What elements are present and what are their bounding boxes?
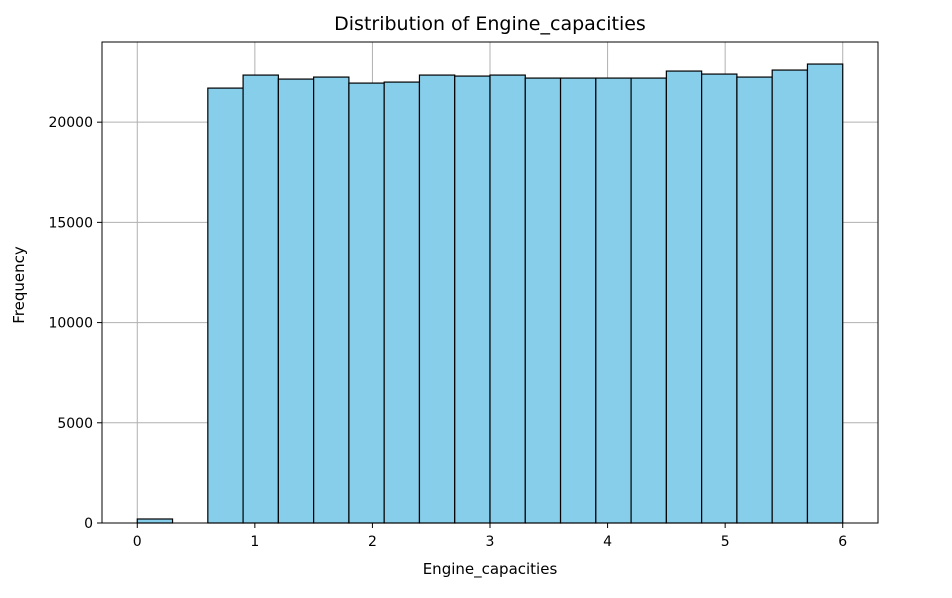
x-tick-label: 3	[486, 534, 495, 550]
x-tick-label: 5	[721, 534, 730, 550]
y-tick-label: 5000	[57, 416, 93, 432]
histogram-bar	[277, 78, 315, 524]
bars	[136, 63, 844, 524]
x-tick-label: 6	[838, 534, 847, 550]
histogram-bar	[630, 77, 667, 524]
histogram-bar	[418, 74, 456, 524]
histogram-bar	[665, 70, 703, 524]
x-tick-label: 0	[133, 534, 142, 550]
histogram-bar	[383, 81, 421, 524]
x-axis-ticks: 0 1 2 3 4 5 6	[133, 523, 847, 550]
x-tick-label: 4	[603, 534, 612, 550]
histogram-bar	[136, 518, 174, 524]
histogram-bar	[242, 74, 279, 524]
x-axis-label: Engine_capacities	[423, 560, 558, 579]
x-tick-label: 2	[368, 534, 377, 550]
histogram-bar	[736, 76, 773, 524]
histogram-bar	[595, 77, 632, 524]
histogram-bar	[489, 74, 526, 524]
y-tick-label: 10000	[48, 316, 93, 332]
histogram-bar	[559, 77, 597, 524]
histogram-bar	[806, 63, 844, 524]
histogram-bar	[771, 69, 809, 524]
x-tick-label: 1	[250, 534, 259, 550]
histogram-bar	[313, 76, 350, 524]
histogram-bar	[348, 82, 385, 524]
chart-title: Distribution of Engine_capacities	[334, 13, 646, 35]
y-axis-ticks: 0 5000 10000 15000 20000	[48, 115, 102, 532]
histogram-bar	[207, 87, 244, 524]
y-tick-label: 0	[84, 516, 93, 532]
y-tick-label: 20000	[48, 115, 93, 131]
histogram-bar	[454, 75, 491, 524]
histogram-bar	[701, 73, 738, 524]
y-axis-label: Frequency	[10, 246, 28, 324]
y-tick-label: 15000	[48, 215, 93, 231]
histogram-bar	[524, 77, 562, 524]
